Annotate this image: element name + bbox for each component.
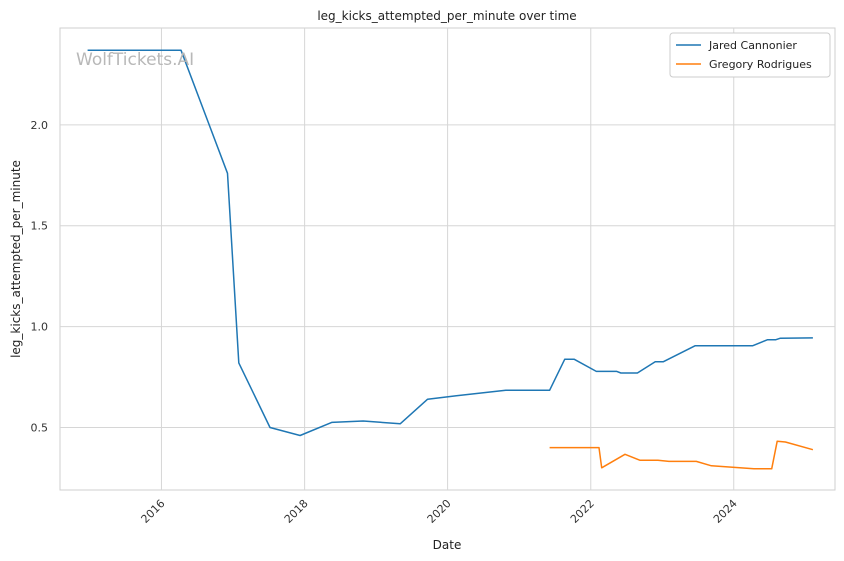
series-line-gregory-rodrigues: [549, 440, 814, 470]
legend-box: [669, 32, 831, 78]
series-line-jared-cannonier: [87, 49, 813, 437]
legend: Jared Cannonier Gregory Rodrigues: [669, 32, 831, 78]
y-axis-ticks: 0.5 1.0 1.5 2.0: [31, 119, 49, 435]
series-lines: [87, 49, 814, 470]
x-tick-label: 2022: [568, 497, 597, 526]
y-tick-label: 1.0: [31, 321, 49, 334]
watermark: WolfTickets.AI: [76, 50, 194, 70]
x-axis-label: Date: [433, 538, 462, 552]
x-axis-ticks: 2016 2018 2020 2022 2024: [139, 497, 740, 526]
x-tick-label: 2020: [425, 497, 454, 526]
legend-label-gregory-rodrigues: Gregory Rodrigues: [709, 58, 812, 71]
x-tick-label: 2016: [139, 497, 168, 526]
legend-label-jared-cannonier: Jared Cannonier: [708, 39, 797, 52]
x-tick-label: 2024: [711, 497, 740, 526]
grid-lines: [60, 28, 835, 490]
y-tick-label: 1.5: [31, 220, 49, 233]
y-axis-label: leg_kicks_attempted_per_minute: [9, 160, 23, 358]
y-tick-label: 0.5: [31, 421, 49, 434]
x-tick-label: 2018: [282, 497, 311, 526]
y-tick-label: 2.0: [31, 119, 49, 132]
chart-title: leg_kicks_attempted_per_minute over time: [317, 9, 576, 23]
